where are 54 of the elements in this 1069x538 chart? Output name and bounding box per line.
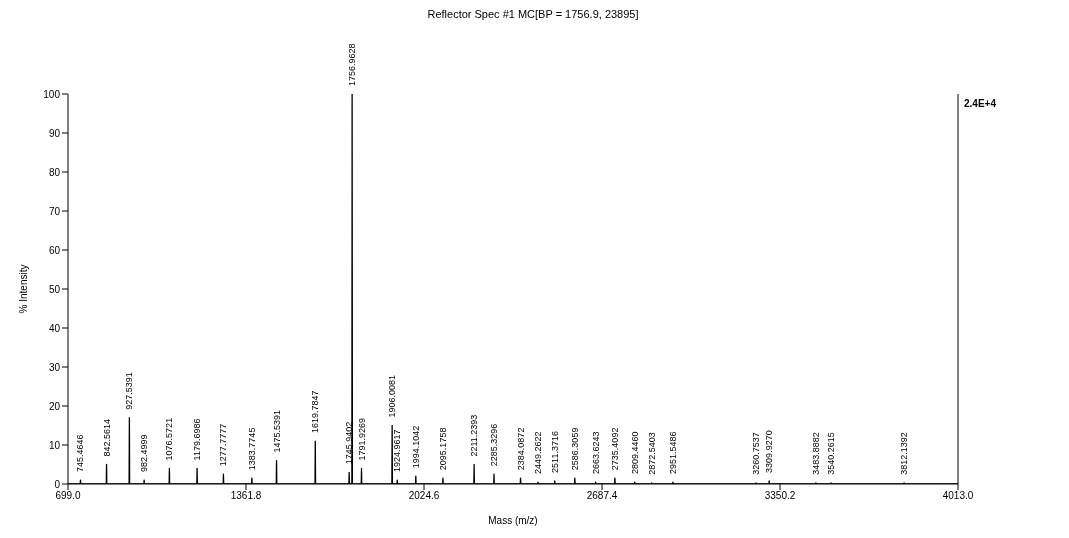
annotation: 1924.9617 [392,429,403,473]
annotation: 2872.5403 [646,432,657,475]
annotation: 745.4646 [75,434,86,473]
annotation: 2951.5486 [667,431,678,475]
annotation: 3540.2615 [826,432,837,475]
annotation: 1277.7777 [218,423,229,467]
y-tick-label: 50 [48,283,61,295]
x-tick-label: 2024.6 [408,490,440,502]
chart-title: Reflector Spec #1 MC[BP = 1756.9, 23895] [426,8,640,22]
annotation: 2211.2393 [469,414,480,457]
y-tick-label: 100 [43,88,61,100]
x-tick-label: 3350.2 [764,490,796,502]
annotation: 2735.4092 [609,427,620,471]
y-tick-label: 60 [48,244,61,256]
annotation: 1619.7847 [310,390,321,434]
y-tick-label: 0 [54,478,61,490]
y-tick-label: 30 [48,361,61,373]
x-tick-label: 4013.0 [942,490,974,502]
annotation: 2285.3296 [489,423,500,467]
annotation: 3812.1392 [899,432,910,475]
annotation: 3309.9270 [764,430,775,473]
annotation: 2586.3059 [569,427,580,471]
y-tick-label: 80 [48,166,61,178]
y-tick-label: 70 [48,205,61,217]
annotation: 2663.6243 [590,431,601,475]
text: 2.4E+4 [964,98,997,110]
annotation: 1475.5391 [271,410,282,453]
annotation: 1994.1042 [410,425,421,469]
annotation: 1906.0081 [387,374,398,418]
x-tick-label: 699.0 [55,490,81,502]
annotation: 1756.9628 [347,43,358,86]
annotation: 1076.5721 [164,417,175,461]
y-tick-label: 20 [48,400,61,412]
annotation: 2095.1758 [437,427,448,471]
annotation: 1383.7745 [246,427,257,471]
annotation: 3483.8882 [810,432,821,475]
annotation: 2449.2622 [533,431,544,475]
annotation: 2511.3716 [549,430,560,473]
annotation: 982.4999 [139,434,150,473]
y-tick-label: 40 [48,322,61,334]
annotation: 1179.6986 [192,418,203,461]
x-tick-label: 1361.8 [230,490,262,502]
x-tick-label: 2687.4 [586,490,618,502]
annotation: 1791.9269 [356,417,367,461]
annotation: 1745.9402 [344,421,355,465]
annotation: 3260.7537 [750,432,761,475]
annotation: 2384.0872 [515,427,526,471]
x-axis-title: Mass (m/z) [488,515,538,526]
y-tick-label: 90 [48,127,61,139]
y-tick-label: 10 [48,439,61,451]
y-axis-title: % Intensity [17,264,29,314]
annotation: 2809.4460 [629,431,640,475]
annotation: 927.5391 [124,372,135,410]
annotation: 842.5614 [101,418,112,457]
